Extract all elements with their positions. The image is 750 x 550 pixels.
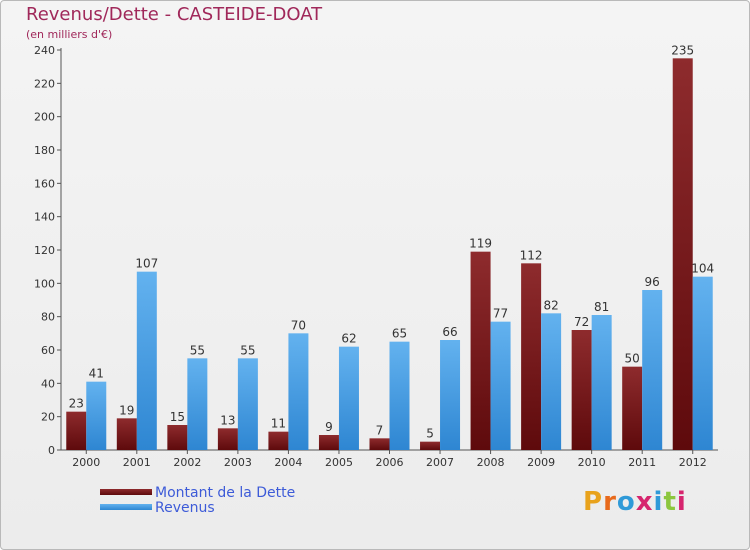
x-tick-label: 2002 <box>173 456 201 469</box>
data-label-revenus: 62 <box>341 332 356 346</box>
data-label-revenus: 77 <box>493 307 508 321</box>
data-label-dette: 7 <box>376 423 384 437</box>
bar-revenus <box>338 346 359 450</box>
y-tick-label: 140 <box>34 211 55 224</box>
bar-revenus <box>288 333 309 450</box>
data-label-dette: 11 <box>271 417 286 431</box>
bar-revenus <box>591 315 612 450</box>
data-label-dette: 112 <box>520 248 543 262</box>
bar-dette <box>420 441 441 450</box>
x-tick-label: 2006 <box>376 456 404 469</box>
data-label-revenus: 70 <box>291 318 306 332</box>
y-tick-label: 80 <box>41 311 55 324</box>
bar-revenus <box>237 358 258 450</box>
legend-label-dette: Montant de la Dette <box>155 485 296 501</box>
proxiti-logo: Proxiti <box>583 487 687 517</box>
x-tick-label: 2003 <box>224 456 252 469</box>
bar-dette <box>470 251 491 450</box>
chart-title: Revenus/Dette - CASTEIDE-DOAT <box>26 4 323 25</box>
y-tick-label: 0 <box>48 444 55 457</box>
data-label-revenus: 104 <box>691 262 714 276</box>
legend-swatch-dette <box>100 489 152 495</box>
data-label-dette: 119 <box>469 237 492 251</box>
x-tick-label: 2008 <box>477 456 505 469</box>
data-label-dette: 235 <box>671 43 694 57</box>
bar-dette <box>571 330 592 450</box>
data-label-dette: 72 <box>574 315 589 329</box>
chart-subtitle: (en milliers d'€) <box>26 28 113 41</box>
bar-dette <box>167 425 188 450</box>
bar-dette <box>217 428 238 450</box>
bar-dette <box>622 366 643 450</box>
bar-dette <box>672 58 693 450</box>
y-tick-label: 120 <box>34 244 55 257</box>
data-label-revenus: 107 <box>135 257 158 271</box>
bar-revenus <box>389 341 410 450</box>
y-tick-label: 200 <box>34 111 55 124</box>
data-label-dette: 13 <box>220 413 235 427</box>
bar-dette <box>268 431 289 450</box>
bar-dette <box>318 435 339 450</box>
y-tick-label: 220 <box>34 77 55 90</box>
bar-revenus <box>136 271 157 450</box>
bar-dette <box>521 263 542 450</box>
y-tick-label: 160 <box>34 177 55 190</box>
axes: 0 20 40 60 80 100 120 140 160 180 200 220 240 2000 200… <box>34 44 718 469</box>
data-label-dette: 23 <box>69 397 84 411</box>
y-tick-label: 20 <box>41 411 55 424</box>
data-label-dette: 50 <box>625 352 640 366</box>
y-tick-label: 60 <box>41 344 55 357</box>
data-label-revenus: 55 <box>240 343 255 357</box>
bar-revenus <box>440 340 461 450</box>
bar-dette <box>66 411 87 450</box>
data-label-dette: 9 <box>325 420 333 434</box>
bar-dette <box>369 438 390 450</box>
x-tick-label: 2000 <box>72 456 100 469</box>
data-label-dette: 15 <box>170 410 185 424</box>
bar-revenus <box>642 290 663 450</box>
bar-revenus <box>490 321 511 450</box>
x-tick-label: 2005 <box>325 456 353 469</box>
data-label-revenus: 66 <box>442 325 457 339</box>
data-label-revenus: 96 <box>645 275 660 289</box>
bar-revenus <box>187 358 208 450</box>
x-tick-label: 2010 <box>578 456 606 469</box>
data-label-revenus: 82 <box>543 298 558 312</box>
x-tick-label: 2001 <box>123 456 151 469</box>
x-tick-label: 2007 <box>426 456 454 469</box>
data-label-revenus: 65 <box>392 327 407 341</box>
x-tick-label: 2011 <box>628 456 656 469</box>
data-label-revenus: 41 <box>89 367 104 381</box>
y-tick-label: 240 <box>34 44 55 57</box>
y-tick-label: 180 <box>34 144 55 157</box>
data-label-dette: 5 <box>426 427 434 441</box>
data-label-revenus: 81 <box>594 300 609 314</box>
data-label-revenus: 55 <box>190 343 205 357</box>
x-tick-label: 2004 <box>274 456 302 469</box>
bar-revenus <box>692 276 713 450</box>
legend-swatch-revenus <box>100 504 152 510</box>
legend-label-revenus: Revenus <box>155 500 215 516</box>
bars <box>66 58 713 450</box>
y-tick-label: 100 <box>34 277 55 290</box>
x-tick-label: 2012 <box>679 456 707 469</box>
bar-revenus <box>86 381 107 450</box>
bar-revenus <box>541 313 562 450</box>
data-label-dette: 19 <box>119 403 134 417</box>
x-tick-label: 2009 <box>527 456 555 469</box>
y-tick-label: 40 <box>41 377 55 390</box>
bar-dette <box>116 418 137 450</box>
